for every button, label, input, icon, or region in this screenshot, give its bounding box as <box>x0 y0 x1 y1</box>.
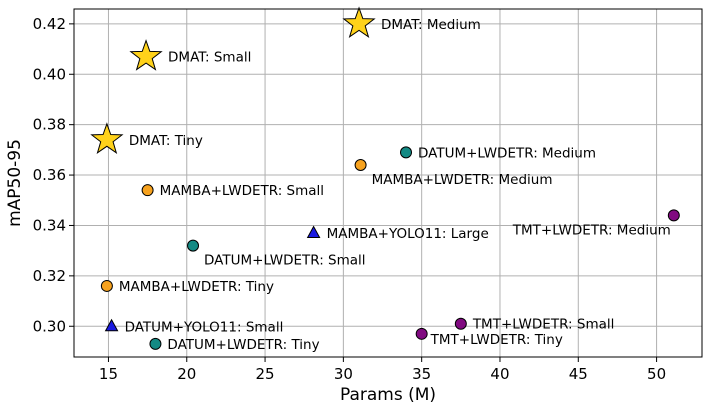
y-axis-label: mAP50-95 <box>5 139 25 227</box>
axis-ticks: 15 20 25 30 35 40 45 50 0.30 0.32 0.34 0.36 0.38 0.40… <box>33 15 667 383</box>
circle-marker <box>187 239 200 252</box>
data-labels: DMAT: Tiny DMAT: Small DMAT: Medium MAMBA+L… <box>119 17 671 353</box>
data-label: TMT+LWDETR: Tiny <box>430 332 563 348</box>
y-tick-label: 0.30 <box>33 317 66 335</box>
data-label: DMAT: Small <box>168 50 251 66</box>
y-tick-label: 0.40 <box>33 65 66 83</box>
data-label: TMT+LWDETR: Medium <box>512 222 671 238</box>
data-label: DATUM+LWDETR: Medium <box>418 145 596 161</box>
circle-marker <box>400 146 413 159</box>
data-label: MAMBA+YOLO11: Large <box>327 226 489 242</box>
plot-area-frame <box>73 8 703 358</box>
circle-marker <box>354 158 367 171</box>
data-label: DMAT: Medium <box>381 17 481 33</box>
x-tick-label: 25 <box>256 365 275 383</box>
y-tick-label: 0.32 <box>33 267 66 285</box>
triangle-marker <box>306 225 321 239</box>
star-marker <box>129 39 163 71</box>
circle-marker <box>454 317 467 330</box>
x-tick-label: 35 <box>412 365 431 383</box>
data-label: TMT+LWDETR: Small <box>472 317 615 333</box>
circle-marker <box>100 279 113 292</box>
data-label: DATUM+YOLO11: Small <box>125 319 284 335</box>
x-tick-label: 50 <box>647 365 666 383</box>
x-tick-label: 45 <box>569 365 588 383</box>
y-tick-label: 0.36 <box>33 166 66 184</box>
x-tick-label: 30 <box>334 365 353 383</box>
grid <box>74 9 702 357</box>
data-label: DMAT: Tiny <box>129 133 203 149</box>
data-label: DATUM+LWDETR: Tiny <box>167 337 319 353</box>
data-label: MAMBA+LWDETR: Medium <box>372 172 553 188</box>
data-points <box>90 6 680 350</box>
star-marker <box>342 6 376 39</box>
y-tick-label: 0.42 <box>33 15 66 33</box>
circle-marker <box>415 327 428 340</box>
data-label: DATUM+LWDETR: Small <box>204 253 366 269</box>
data-label: MAMBA+LWDETR: Small <box>160 183 324 199</box>
circle-marker <box>149 337 162 350</box>
data-label: MAMBA+LWDETR: Tiny <box>119 279 274 295</box>
x-axis-label: Params (M) <box>340 385 436 405</box>
y-tick-label: 0.38 <box>33 116 66 134</box>
circle-marker <box>667 209 680 222</box>
x-tick-label: 15 <box>99 365 118 383</box>
x-tick-label: 20 <box>177 365 196 383</box>
y-tick-label: 0.34 <box>33 216 66 234</box>
x-tick-label: 40 <box>490 365 509 383</box>
circle-marker <box>141 184 154 197</box>
triangle-marker <box>104 318 119 332</box>
star-marker <box>90 122 124 154</box>
